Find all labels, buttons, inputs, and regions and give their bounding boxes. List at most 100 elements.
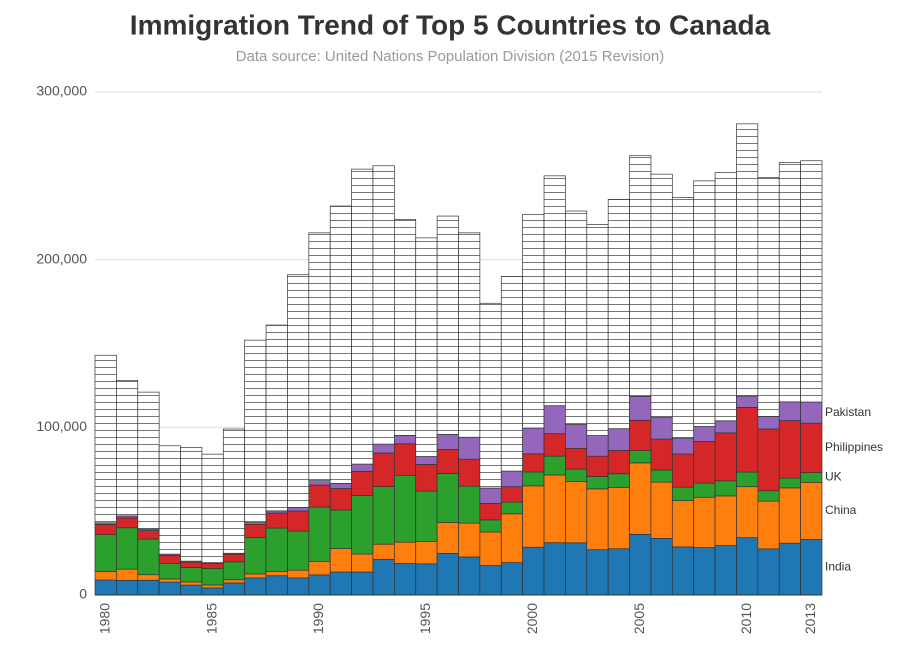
- series-label: India: [825, 559, 851, 573]
- bar-segment: [394, 541, 417, 564]
- y-tick-label: 200,000: [36, 250, 87, 266]
- bar-segment: [736, 486, 759, 539]
- bar-segment: [329, 509, 352, 549]
- bar-segment: [650, 481, 673, 539]
- bar-segment: [180, 567, 203, 583]
- bar-segment: [778, 420, 801, 479]
- x-tick-label: 1985: [203, 603, 219, 634]
- bar-segment: [522, 471, 545, 487]
- bar-segment: [565, 447, 588, 470]
- bar-segment: [372, 558, 395, 596]
- bar-segment: [757, 548, 780, 596]
- bar-segment: [265, 571, 288, 577]
- bar-segment: [116, 568, 139, 581]
- bar-segment: [800, 481, 823, 540]
- bar-segment: [650, 173, 673, 418]
- y-tick-label: 300,000: [36, 83, 87, 99]
- bar-segment: [522, 214, 545, 429]
- bar-segment: [287, 510, 310, 532]
- bar-segment: [94, 524, 117, 535]
- bar-segment: [201, 563, 224, 569]
- bar-segment: [714, 545, 737, 596]
- bar-segment: [607, 548, 630, 596]
- bar-segment: [693, 496, 716, 548]
- bar-segment: [116, 527, 139, 570]
- bar-segment: [265, 527, 288, 572]
- bar-segment: [222, 428, 246, 554]
- bar-segment: [629, 395, 652, 421]
- bar-segment: [650, 469, 673, 483]
- bar-segment: [586, 455, 609, 477]
- bar-segment: [714, 432, 737, 482]
- bar-segment: [714, 495, 737, 546]
- bar-segment: [543, 433, 566, 457]
- bar-segment: [479, 531, 502, 566]
- bar-segment: [372, 486, 395, 545]
- bar-segment: [137, 579, 160, 596]
- bar-segment: [436, 522, 459, 554]
- bar-segment: [244, 537, 267, 575]
- bar-segment: [201, 587, 224, 596]
- bar-segment: [629, 462, 652, 535]
- bar-segment: [287, 530, 310, 571]
- bar-segment: [222, 582, 246, 596]
- bar-segment: [778, 542, 801, 596]
- bar-segment: [329, 205, 352, 484]
- bar-segment: [522, 453, 545, 473]
- bar-segment: [415, 563, 438, 596]
- bar-segment: [351, 168, 374, 465]
- bar-segment: [543, 175, 566, 407]
- bar-segment: [650, 416, 673, 440]
- bar-segment: [287, 577, 310, 596]
- bar-segment: [671, 500, 695, 548]
- bar-segment: [287, 507, 310, 512]
- bar-segment: [394, 443, 417, 476]
- x-tick-label: 1990: [310, 603, 326, 634]
- bar-segment: [180, 561, 203, 568]
- bar-segment: [714, 172, 737, 422]
- bar-segment: [372, 443, 395, 454]
- bar-segment: [479, 519, 502, 533]
- bar-segment: [308, 480, 331, 486]
- bar-segment: [158, 555, 181, 564]
- bar-segment: [201, 453, 224, 563]
- bar-segment: [671, 197, 695, 439]
- bar-segment: [736, 537, 759, 596]
- bar-segment: [415, 540, 438, 565]
- bar-segment: [351, 470, 374, 496]
- bar-segment: [415, 456, 438, 465]
- y-tick-label: 0: [79, 586, 87, 602]
- bar-segment: [351, 463, 374, 472]
- x-tick-label: 2013: [802, 603, 818, 634]
- bar-segment: [500, 562, 523, 596]
- bar-segment: [436, 449, 459, 474]
- bar-segment: [607, 487, 630, 550]
- bar-segment: [394, 563, 417, 596]
- bar-segment: [415, 490, 438, 542]
- bar-segment: [693, 441, 716, 484]
- bar-segment: [757, 490, 780, 502]
- bar-segment: [693, 180, 716, 427]
- series-label: China: [825, 503, 857, 517]
- bar-segment: [565, 468, 588, 483]
- bar-segment: [394, 435, 417, 445]
- bar-segment: [586, 476, 609, 490]
- bar-segment: [479, 302, 502, 489]
- bar-segment: [629, 419, 652, 451]
- bar-segment: [351, 571, 374, 596]
- bar-segment: [565, 542, 588, 596]
- bar-segment: [500, 486, 523, 503]
- bar-segment: [757, 500, 780, 550]
- bar-segment: [671, 453, 695, 488]
- bar-segment: [565, 210, 588, 425]
- bar-segment: [565, 481, 588, 544]
- series-label: UK: [825, 470, 842, 484]
- bar-segment: [158, 581, 181, 596]
- bar-segment: [180, 584, 203, 596]
- bar-segment: [394, 219, 417, 436]
- bar-segment: [736, 395, 759, 408]
- bar-segment: [586, 549, 609, 596]
- bar-segment: [329, 571, 352, 596]
- bar-segment: [607, 198, 630, 430]
